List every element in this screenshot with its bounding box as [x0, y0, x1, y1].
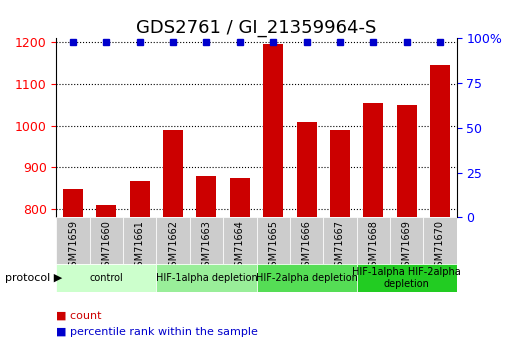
- Bar: [256, 264, 357, 292]
- Text: protocol ▶: protocol ▶: [5, 273, 63, 283]
- Bar: [263, 44, 283, 345]
- Bar: [156, 217, 190, 264]
- Text: control: control: [90, 273, 123, 283]
- Bar: [90, 217, 123, 264]
- Text: GSM71664: GSM71664: [235, 220, 245, 273]
- Bar: [256, 217, 290, 264]
- Bar: [397, 105, 417, 345]
- Bar: [363, 102, 383, 345]
- Bar: [357, 217, 390, 264]
- Bar: [423, 217, 457, 264]
- Text: GSM71668: GSM71668: [368, 220, 378, 273]
- Text: GSM71665: GSM71665: [268, 220, 278, 273]
- Text: GSM71660: GSM71660: [102, 220, 111, 273]
- Bar: [323, 217, 357, 264]
- Bar: [63, 189, 83, 345]
- Bar: [297, 122, 317, 345]
- Bar: [190, 217, 223, 264]
- Text: HIF-1alpha depletion: HIF-1alpha depletion: [155, 273, 258, 283]
- Bar: [163, 130, 183, 345]
- Bar: [390, 217, 423, 264]
- Bar: [156, 264, 256, 292]
- Bar: [330, 130, 350, 345]
- Bar: [196, 176, 216, 345]
- Text: HIF-2alpha depletion: HIF-2alpha depletion: [255, 273, 358, 283]
- Bar: [130, 181, 150, 345]
- Text: ■ count: ■ count: [56, 311, 102, 321]
- Bar: [430, 66, 450, 345]
- Text: HIF-1alpha HIF-2alpha
depletion: HIF-1alpha HIF-2alpha depletion: [352, 267, 461, 288]
- Text: GSM71663: GSM71663: [202, 220, 211, 273]
- Title: GDS2761 / GI_21359964-S: GDS2761 / GI_21359964-S: [136, 19, 377, 37]
- Bar: [96, 205, 116, 345]
- Text: GSM71669: GSM71669: [402, 220, 411, 273]
- Text: GSM71670: GSM71670: [435, 220, 445, 273]
- Bar: [123, 217, 156, 264]
- Bar: [223, 217, 256, 264]
- Bar: [56, 264, 156, 292]
- Text: ■ percentile rank within the sample: ■ percentile rank within the sample: [56, 327, 259, 337]
- Text: GSM71666: GSM71666: [302, 220, 311, 273]
- Bar: [230, 178, 250, 345]
- Text: GSM71659: GSM71659: [68, 220, 78, 273]
- Text: GSM71667: GSM71667: [335, 220, 345, 273]
- Bar: [290, 217, 323, 264]
- Text: GSM71662: GSM71662: [168, 220, 178, 273]
- Bar: [56, 217, 90, 264]
- Bar: [357, 264, 457, 292]
- Text: GSM71661: GSM71661: [135, 220, 145, 273]
